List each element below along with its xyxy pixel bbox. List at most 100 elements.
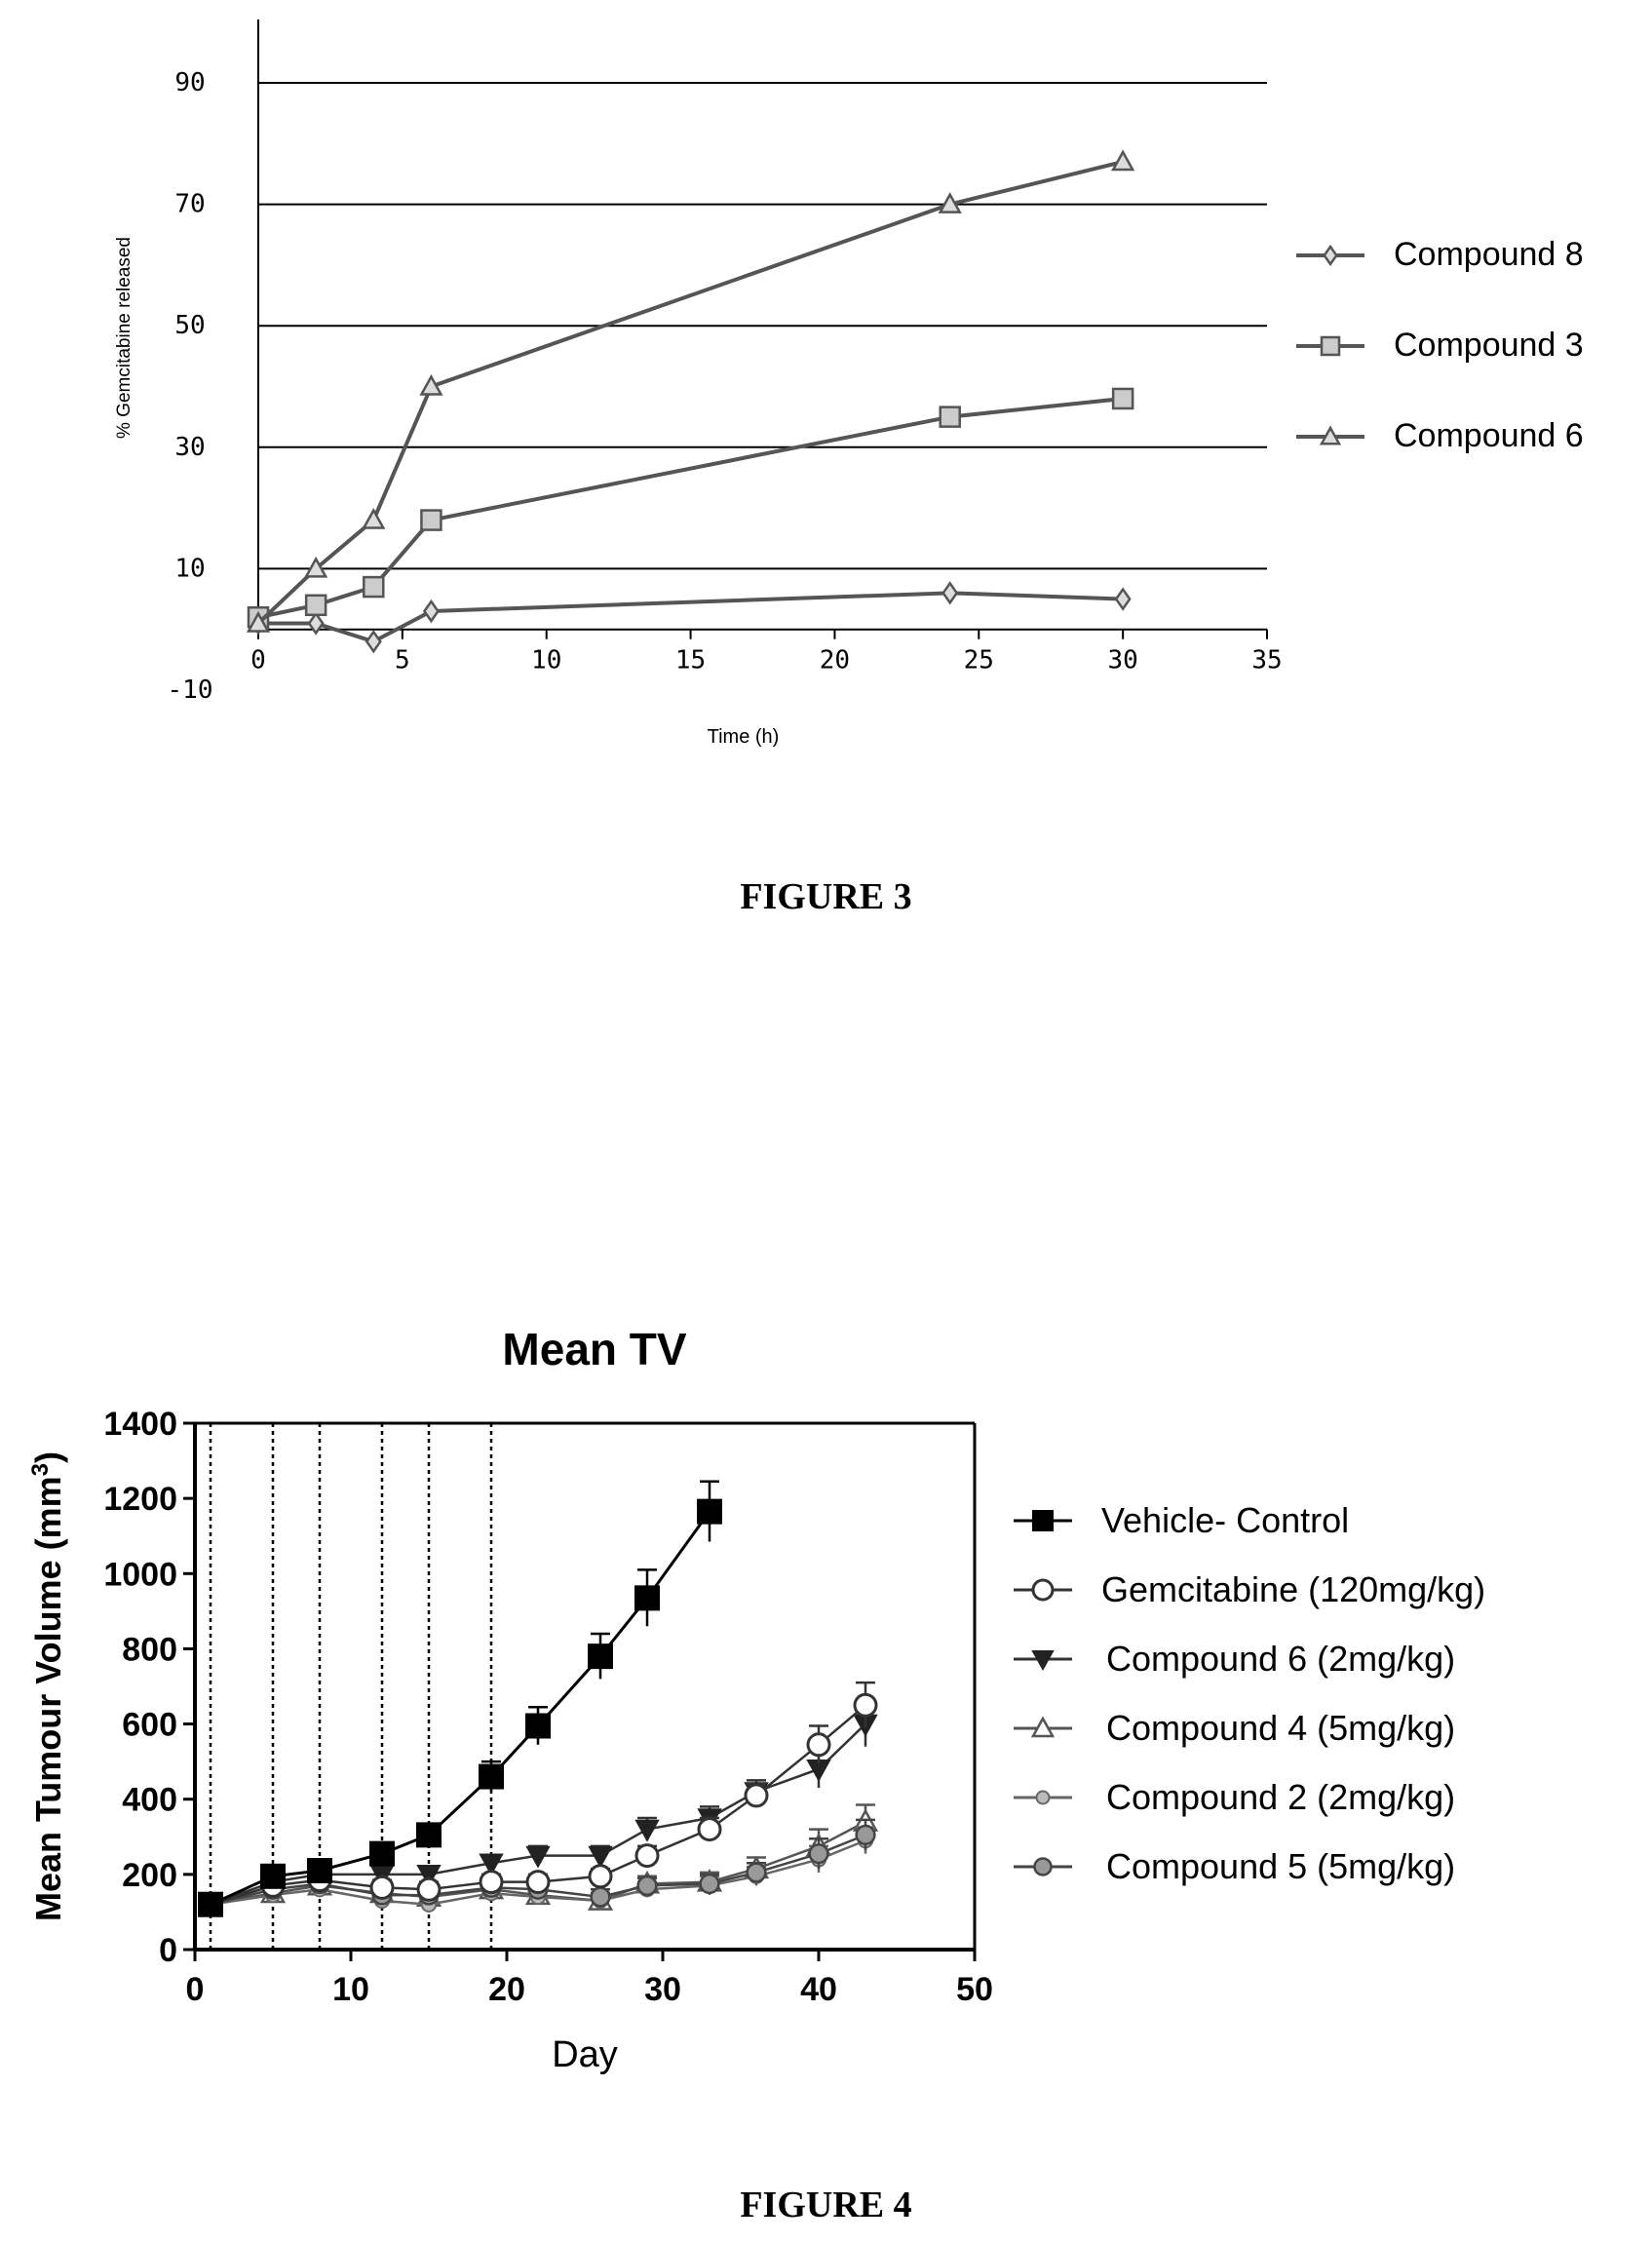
- y-axis-label-close: ): [28, 1451, 68, 1463]
- y-axis-label-superscript: 3: [27, 1463, 54, 1476]
- data-point: [525, 1713, 551, 1739]
- chart-title: Mean TV: [502, 1324, 686, 1374]
- series-line: [256, 160, 1124, 625]
- legend-label: Compound 6 (2mg/kg): [1106, 1639, 1455, 1679]
- legend-label: Compound 5 (5mg/kg): [1106, 1846, 1455, 1886]
- data-point: [422, 599, 440, 624]
- data-point: [525, 1870, 551, 1895]
- y-tick-label: 600: [122, 1707, 177, 1744]
- data-point: [307, 1858, 332, 1883]
- legend-item: Compound 8: [1296, 236, 1584, 273]
- legend-marker: [1030, 1716, 1056, 1738]
- data-point: [697, 1817, 722, 1842]
- x-tick-label: 40: [800, 1971, 837, 2008]
- legend-marker: [1031, 1650, 1055, 1672]
- y-tick-label: 200: [122, 1857, 177, 1894]
- data-point: [479, 1870, 504, 1895]
- data-point: [246, 610, 271, 633]
- data-point: [938, 192, 962, 213]
- data-point: [304, 594, 327, 617]
- legend-label: Compound 6: [1394, 417, 1584, 454]
- data-point: [362, 507, 386, 529]
- y-tick-label: 30: [174, 433, 205, 462]
- x-tick-label: 25: [964, 646, 994, 676]
- series-line: [258, 591, 1124, 644]
- data-point: [634, 1843, 660, 1869]
- data-point: [941, 581, 959, 605]
- series-compound-6: [246, 149, 1135, 633]
- data-point: [479, 1763, 504, 1790]
- data-point: [744, 1783, 769, 1808]
- data-point: [307, 611, 325, 636]
- x-tick-label: 15: [675, 646, 706, 676]
- legend-item: Gemcitabine (120mg/kg): [1014, 1569, 1485, 1609]
- data-point: [416, 1822, 442, 1848]
- series-line: [210, 1510, 711, 1907]
- legend-marker: [1319, 425, 1342, 445]
- figure-3: -10 10 30 50 70 90 0 5 10 15 20 25 30 35 Time (h) % Gem…: [0, 0, 1652, 975]
- y-tick-label: 1200: [103, 1481, 177, 1518]
- x-tick-label: 0: [250, 646, 266, 676]
- data-point: [198, 1891, 223, 1917]
- data-point: [939, 406, 961, 428]
- y-tick-label: 1400: [103, 1406, 177, 1443]
- legend-marker: [1032, 1510, 1054, 1531]
- data-point: [525, 1845, 551, 1869]
- data-point: [1111, 387, 1134, 410]
- legend-label: Compound 3: [1394, 327, 1584, 364]
- legend-marker: [1035, 1790, 1051, 1805]
- data-point: [590, 1886, 611, 1908]
- legend-item: Compound 3: [1296, 327, 1584, 364]
- data-point: [304, 556, 328, 578]
- y-tick-label: 90: [174, 68, 205, 97]
- figure-4-caption: FIGURE 4: [740, 2185, 912, 2225]
- data-point: [1111, 149, 1135, 172]
- y-tick-label: 10: [174, 554, 205, 583]
- data-point: [808, 1843, 829, 1865]
- legend-marker: [1320, 335, 1341, 357]
- legend-marker: [1031, 1578, 1055, 1602]
- x-tick-label: 10: [332, 1971, 369, 2008]
- y-tick-label: 70: [174, 190, 205, 219]
- data-point: [853, 1692, 878, 1718]
- y-tick-label: 400: [122, 1782, 177, 1819]
- x-tick-label: 30: [1107, 646, 1137, 676]
- legend-item: Compound 6 (2mg/kg): [1014, 1639, 1455, 1679]
- data-point: [634, 1585, 660, 1611]
- y-axis-label: % Gemcitabine released: [114, 237, 134, 439]
- series-vehicle-control: [198, 1480, 722, 1917]
- legend-item: Vehicle- Control: [1014, 1500, 1349, 1540]
- data-point: [1114, 587, 1132, 611]
- data-point: [588, 1845, 613, 1869]
- legend-label: Compound 4 (5mg/kg): [1106, 1708, 1455, 1748]
- x-tick-label: 5: [395, 646, 410, 676]
- release-chart: -10 10 30 50 70 90 0 5 10 15 20 25 30 35 Time (h) % Gem…: [114, 19, 1584, 748]
- data-point: [260, 1863, 286, 1889]
- legend-label: Compound 8: [1394, 236, 1584, 273]
- tumour-volume-chart: Mean TV 0 200 400 600 800 1000 1200 1400 0 10 20 30 4…: [27, 1324, 1486, 2075]
- data-point: [634, 1819, 660, 1842]
- legend-item: Compound 5 (5mg/kg): [1014, 1846, 1455, 1886]
- legend-label: Vehicle- Control: [1101, 1500, 1349, 1540]
- data-point: [479, 1853, 504, 1876]
- x-tick-label: 50: [956, 1971, 993, 2008]
- data-point: [697, 1498, 722, 1525]
- data-point: [369, 1875, 395, 1900]
- data-point: [806, 1732, 831, 1758]
- data-point: [588, 1644, 613, 1670]
- legend-marker: [1323, 244, 1338, 267]
- legend-item: Compound 2 (2mg/kg): [1014, 1777, 1455, 1817]
- data-point: [588, 1864, 613, 1889]
- y-tick-label: 50: [174, 311, 205, 340]
- data-point: [419, 373, 443, 396]
- data-point: [746, 1862, 767, 1883]
- legend-label: Gemcitabine (120mg/kg): [1101, 1569, 1485, 1609]
- legend-marker: [1033, 1857, 1053, 1876]
- data-point: [363, 575, 385, 599]
- figure-3-caption: FIGURE 3: [740, 876, 912, 917]
- data-point: [420, 509, 442, 531]
- x-axis-label: Time (h): [708, 726, 780, 748]
- x-tick-label: 20: [820, 646, 850, 676]
- y-tick-label: -10: [168, 676, 213, 705]
- x-tick-label: 10: [531, 646, 561, 676]
